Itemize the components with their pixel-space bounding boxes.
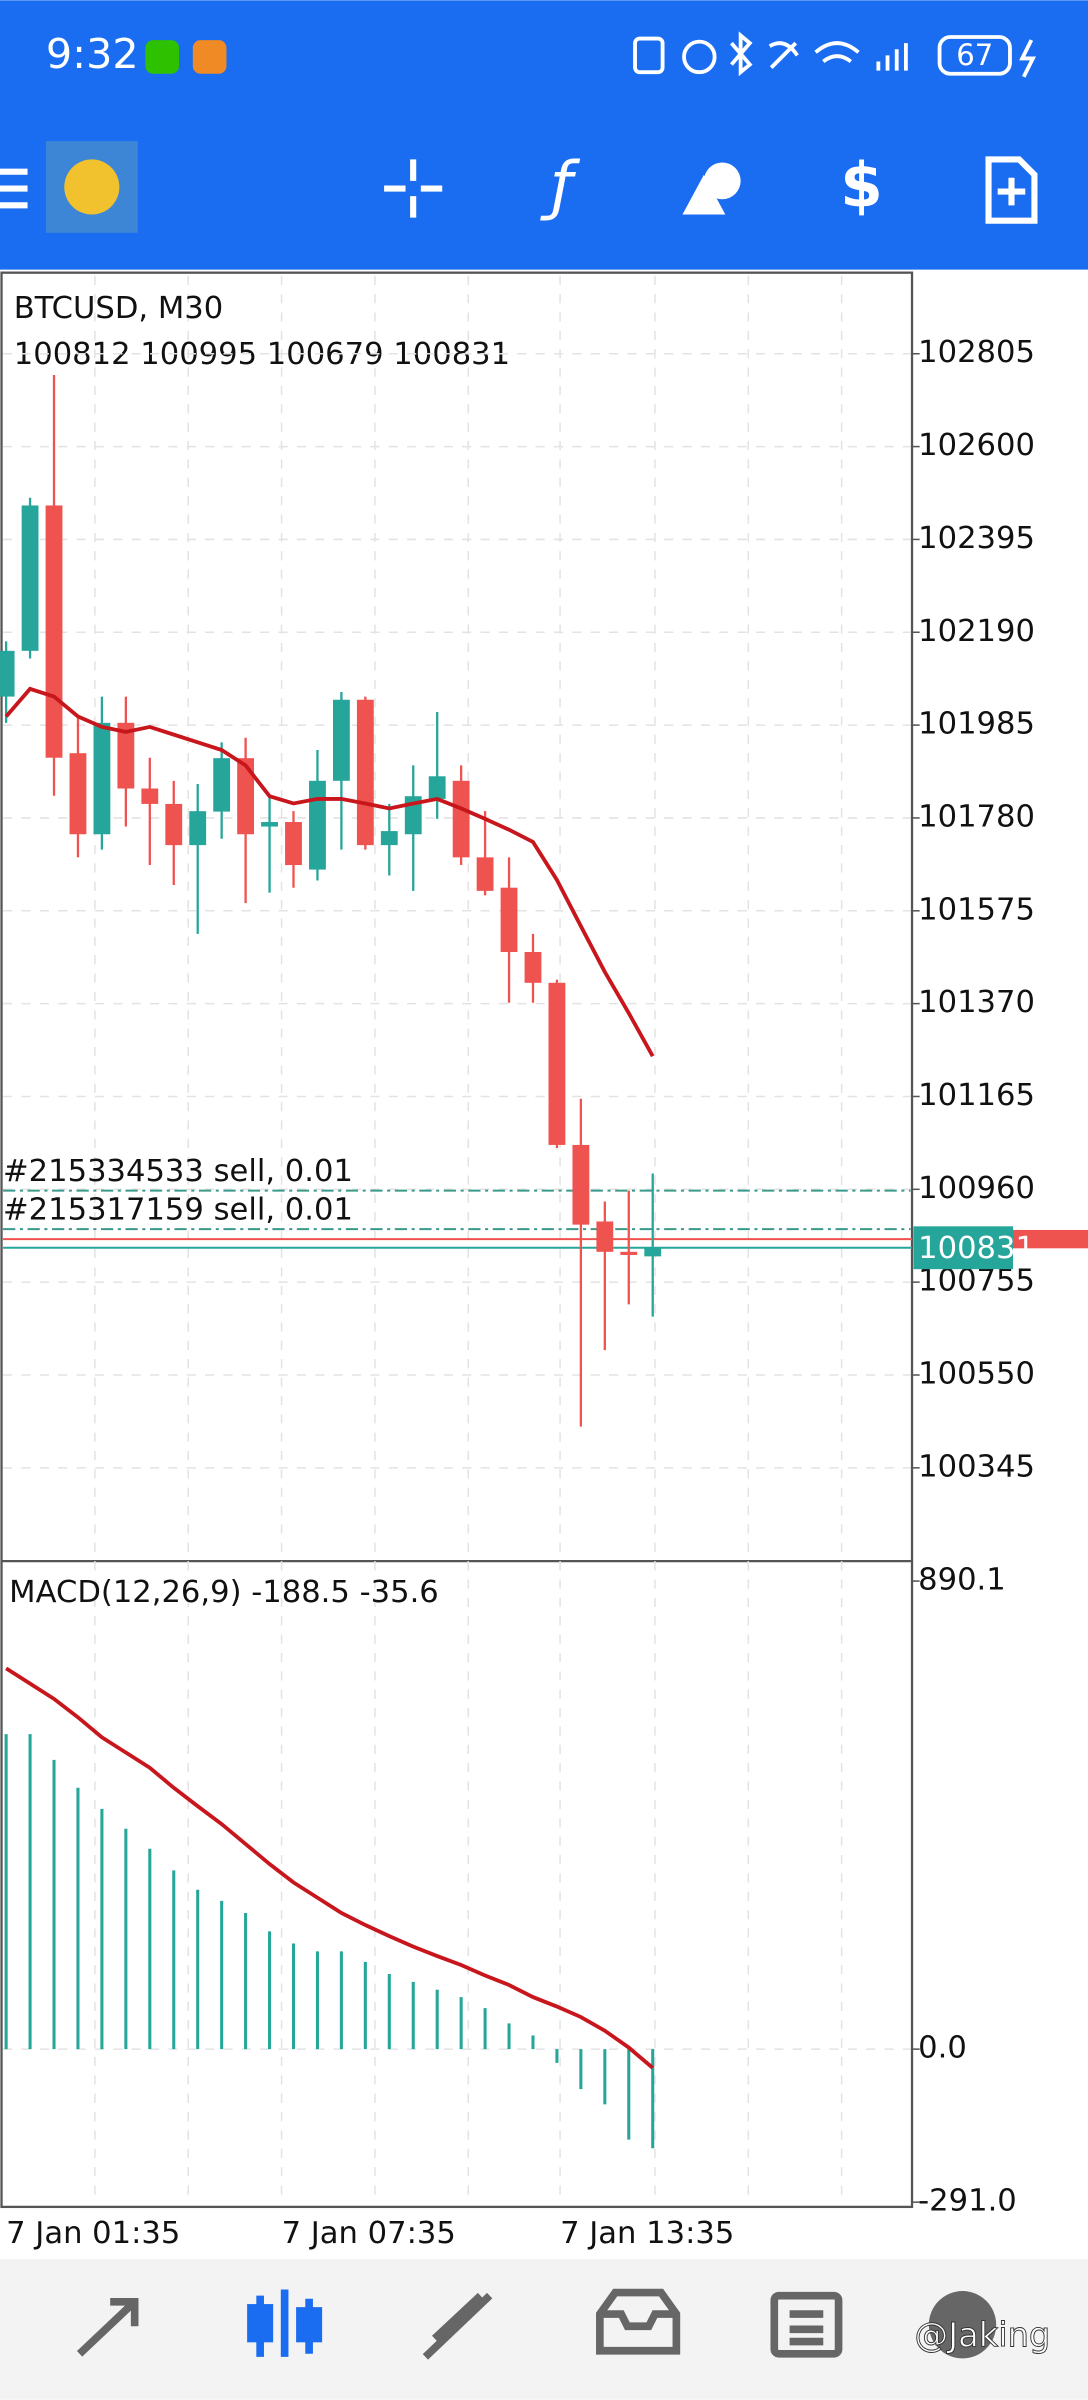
candle-body	[309, 780, 326, 870]
candle-body	[117, 722, 135, 789]
candle-body	[644, 1247, 662, 1257]
candle-body	[596, 1221, 614, 1252]
y-tick-label: 100960	[918, 1171, 1035, 1206]
symbol-title: BTCUSD, M30	[14, 291, 223, 326]
candle-body	[476, 857, 494, 891]
y-tick-label: 0.0	[918, 2031, 967, 2066]
time-label: 7 Jan 13:35	[560, 2216, 734, 2251]
candle-body	[428, 776, 446, 799]
y-tick-label: 102190	[918, 614, 1035, 649]
new-order-button[interactable]	[985, 156, 1038, 224]
macd-label: MACD(12,26,9) -188.5 -35.6	[9, 1575, 439, 1610]
candle-body	[213, 758, 231, 812]
y-tick-label: -291.0	[918, 2184, 1017, 2219]
order-label: #215334533 sell, 0.01	[3, 1154, 353, 1189]
y-tick-label: 101165	[918, 1078, 1035, 1113]
nav-news[interactable]	[770, 2291, 843, 2358]
objects-button[interactable]	[682, 162, 741, 215]
y-tick-label: 102805	[918, 335, 1035, 370]
candle-body	[165, 803, 183, 846]
candle-body	[0, 650, 15, 697]
y-tick-label: 100345	[918, 1449, 1035, 1484]
nav-trade[interactable]	[422, 2292, 493, 2360]
y-tick-label: 101985	[918, 707, 1035, 742]
candle-body	[452, 780, 470, 858]
candle-body	[572, 1144, 590, 1225]
time-label: 7 Jan 07:35	[282, 2216, 456, 2251]
status-time: 9:32	[46, 30, 139, 78]
candle-body	[332, 699, 350, 781]
candle-body	[524, 952, 542, 983]
y-tick-label: 890.1	[918, 1563, 1006, 1598]
signal-line	[5, 1666, 654, 2070]
time-label: 7 Jan 01:35	[6, 2216, 180, 2251]
candle-body	[285, 822, 302, 866]
candle-body	[93, 722, 111, 835]
y-tick-label: 100755	[918, 1264, 1035, 1299]
y-tick-label: 101780	[918, 799, 1035, 834]
nav-history[interactable]	[596, 2288, 681, 2355]
status-icons	[633, 31, 1037, 78]
y-tick-label: 102600	[918, 428, 1035, 463]
watermark: @Jaking	[915, 2315, 1051, 2354]
trade-button[interactable]: $	[840, 151, 883, 222]
app-logo-mark	[64, 159, 120, 215]
wechat-icon	[145, 40, 180, 74]
y-tick-label: 102395	[918, 521, 1035, 556]
moving-average	[4, 686, 655, 1058]
candle-body	[21, 505, 39, 651]
app-icon	[192, 40, 227, 74]
battery-level: 67	[956, 38, 993, 72]
candle-body	[380, 831, 398, 846]
candle-body	[620, 1251, 638, 1255]
nav-quotes[interactable]	[76, 2297, 139, 2357]
candle-body	[261, 822, 278, 827]
nav-chart[interactable]	[247, 2289, 323, 2357]
candle-body	[45, 505, 63, 758]
candle-body	[548, 982, 566, 1145]
candle-body	[237, 758, 255, 835]
bottom-nav	[0, 2258, 1088, 2400]
candle-body	[69, 753, 87, 835]
bid-box	[913, 1226, 1014, 1270]
y-tick-label: 101575	[918, 892, 1035, 927]
y-tick-label: 101370	[918, 985, 1035, 1020]
order-label: #215317159 sell, 0.01	[3, 1192, 353, 1227]
menu-button[interactable]	[0, 168, 28, 209]
crosshair-button[interactable]	[384, 159, 443, 218]
candle-body	[189, 811, 207, 846]
candle-body	[141, 788, 159, 804]
candle-body	[356, 699, 374, 846]
y-tick-label: 100550	[918, 1357, 1035, 1392]
nav-settings[interactable]	[928, 2291, 997, 2359]
bid-label: 100831	[918, 1231, 1035, 1266]
candle-body	[500, 887, 518, 953]
